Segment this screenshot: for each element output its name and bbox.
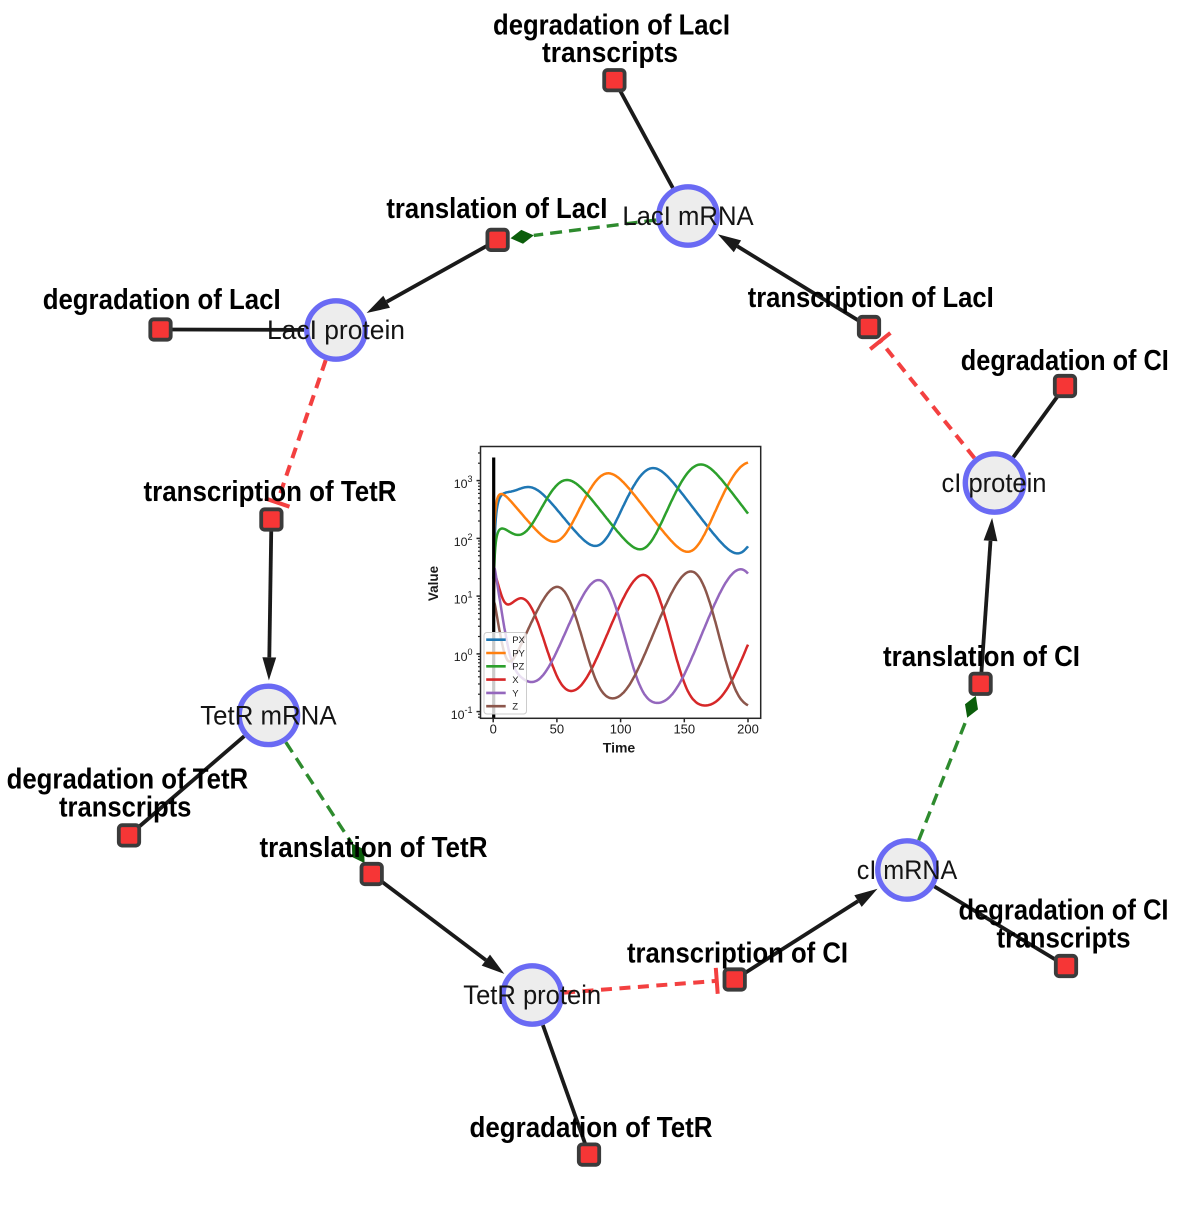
svg-text:Value: Value [426,565,441,601]
svg-text:TetR mRNA: TetR mRNA [200,700,337,730]
svg-text:transcripts: transcripts [542,37,678,69]
svg-text:LacI protein: LacI protein [267,315,405,345]
svg-text:X: X [512,675,519,686]
svg-text:Y: Y [512,688,519,699]
svg-text:degradation of LacI: degradation of LacI [43,284,281,316]
svg-text:LacI mRNA: LacI mRNA [622,201,754,231]
svg-text:translation of TetR: translation of TetR [260,832,488,864]
svg-text:transcription of TetR: transcription of TetR [144,476,397,508]
svg-text:degradation of CI: degradation of CI [961,345,1169,377]
svg-text:150: 150 [673,722,695,737]
svg-text:transcription of LacI: transcription of LacI [748,282,994,314]
svg-text:PZ: PZ [512,662,524,673]
svg-text:transcription of CI: transcription of CI [627,938,848,970]
svg-text:TetR protein: TetR protein [463,980,601,1010]
svg-text:transcripts: transcripts [997,923,1131,955]
svg-text:PX: PX [512,635,525,646]
svg-text:200: 200 [737,722,759,737]
svg-text:Time: Time [603,740,636,756]
svg-text:transcripts: transcripts [59,792,191,824]
svg-text:PY: PY [512,648,525,659]
svg-text:0: 0 [490,722,497,737]
svg-text:100: 100 [610,722,632,737]
svg-text:degradation of TetR: degradation of TetR [470,1112,713,1144]
svg-text:translation of CI: translation of CI [883,641,1080,673]
svg-text:cI protein: cI protein [942,468,1047,498]
svg-text:Z: Z [512,702,518,713]
svg-text:cI mRNA: cI mRNA [857,855,958,885]
svg-text:translation of LacI: translation of LacI [386,193,607,225]
svg-text:50: 50 [550,722,564,737]
